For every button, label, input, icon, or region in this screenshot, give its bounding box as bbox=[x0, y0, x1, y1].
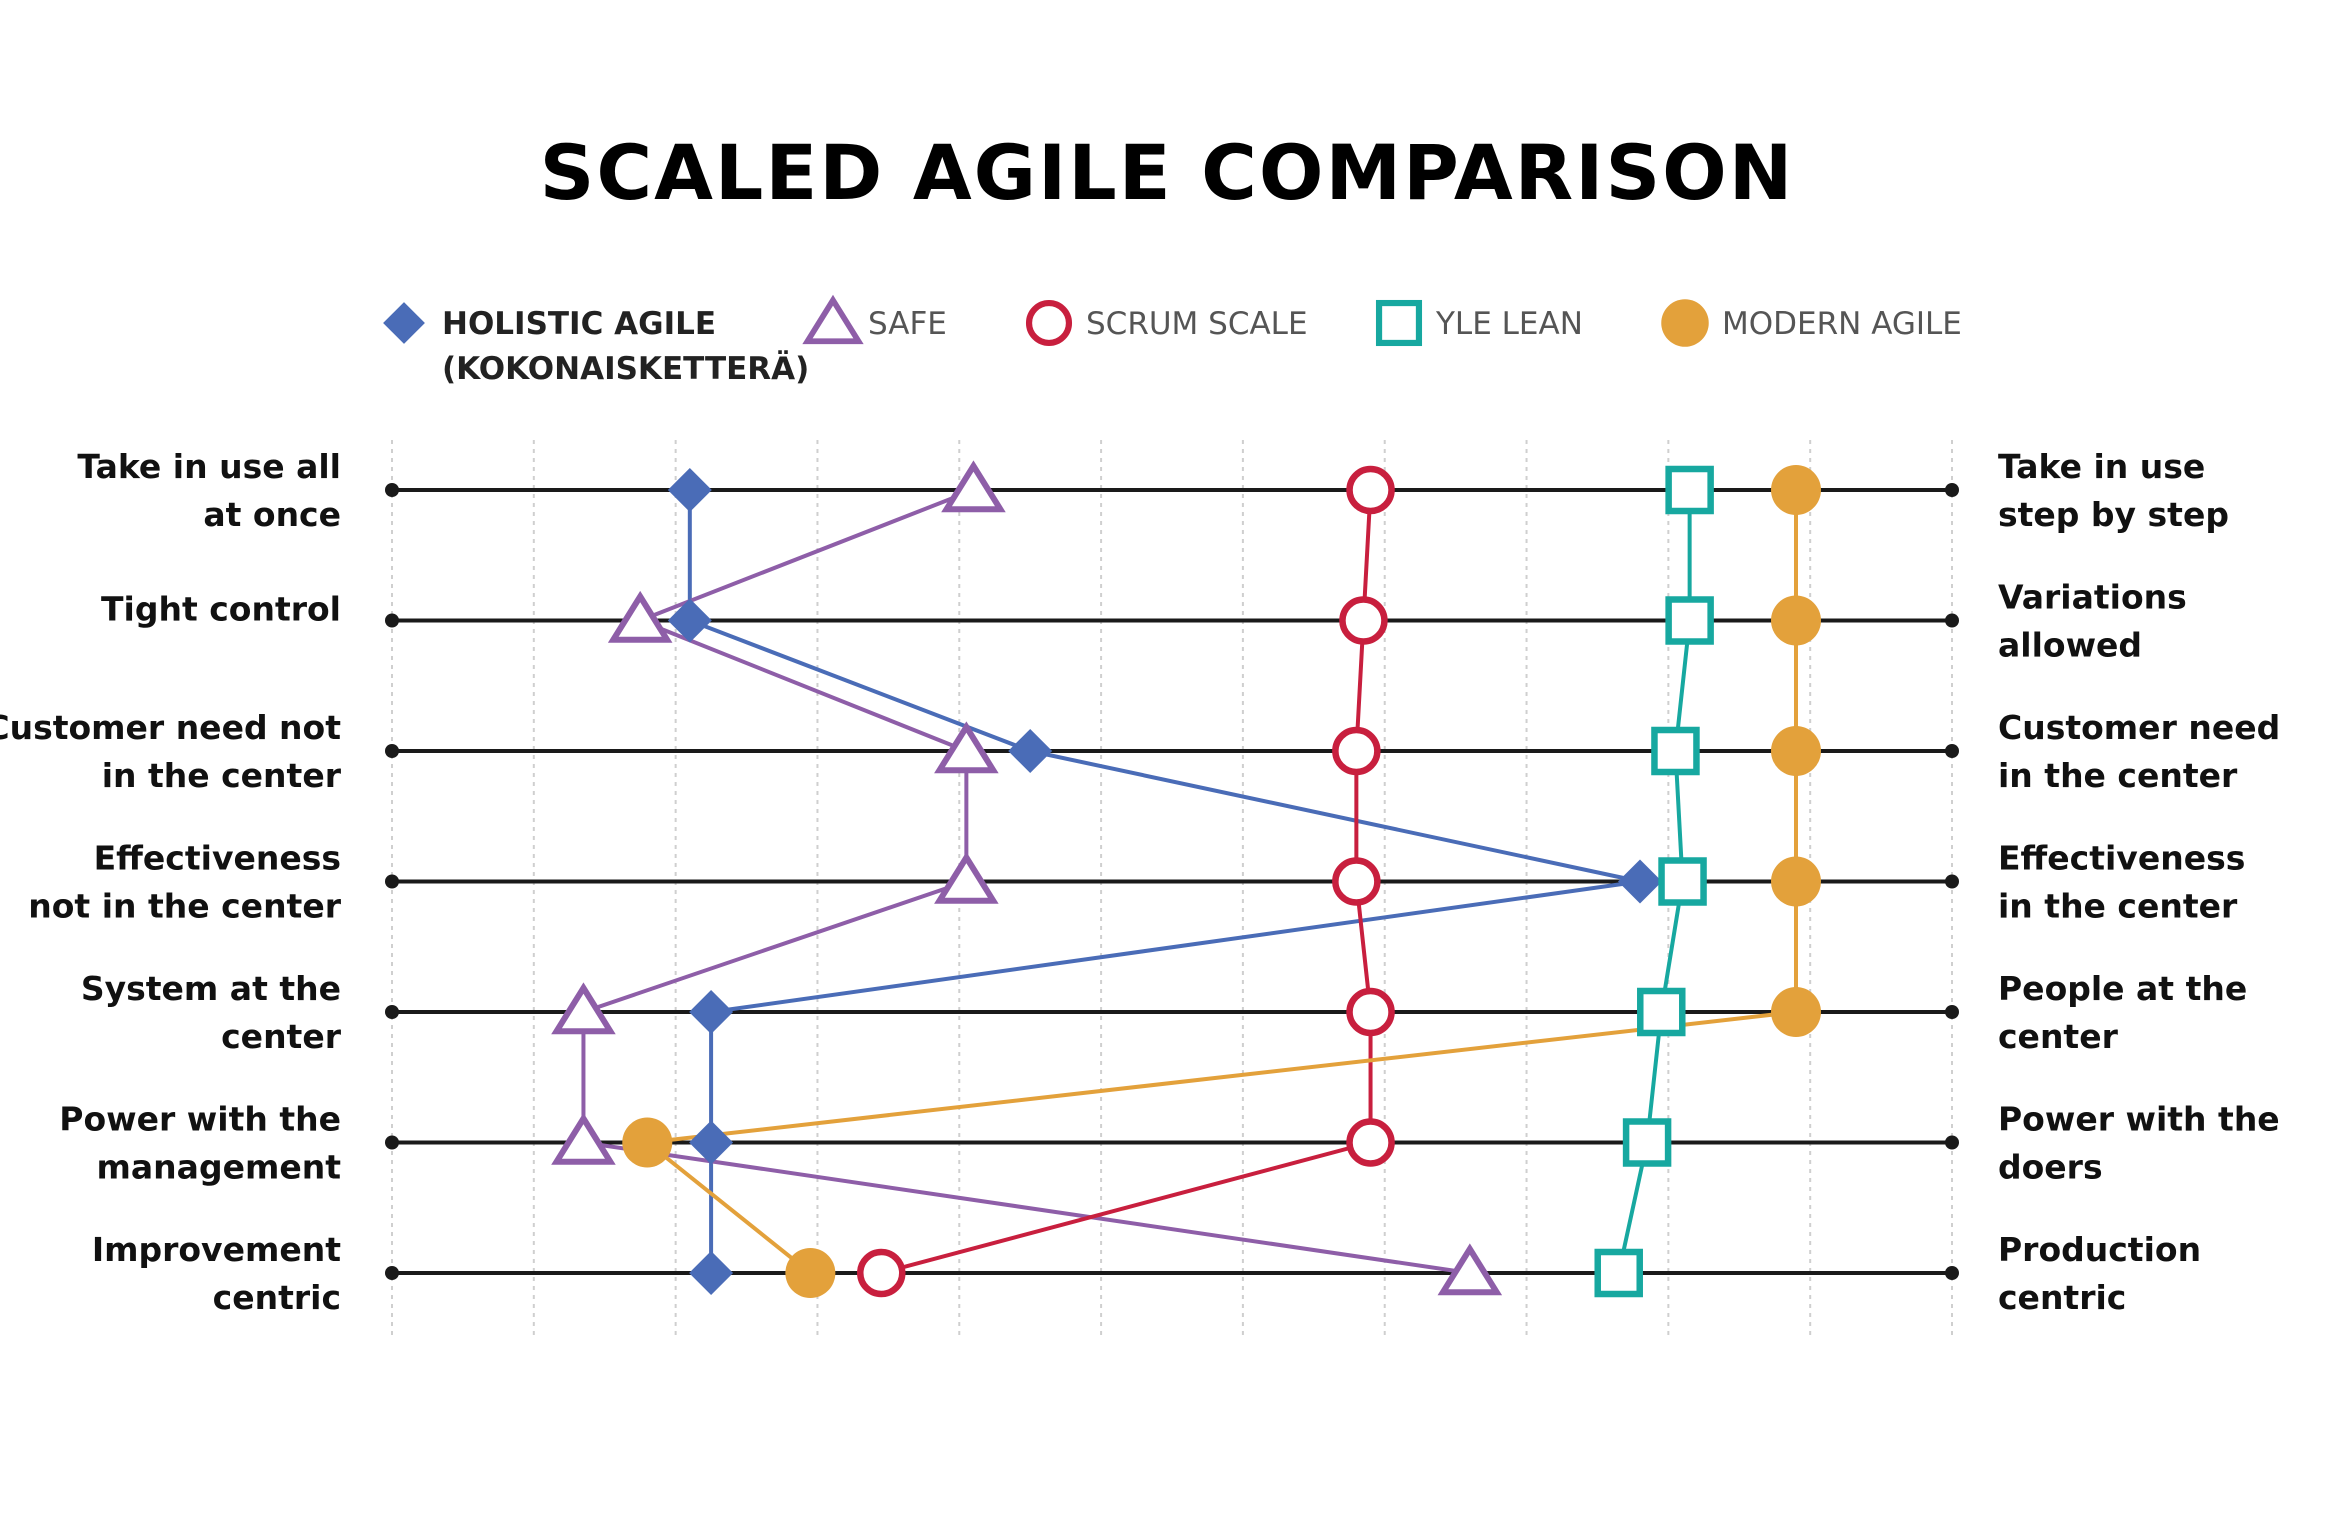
marker-holistic bbox=[689, 990, 734, 1034]
row-axis-end-dot bbox=[385, 613, 399, 628]
marker-modern bbox=[1771, 595, 1821, 646]
legend-marker-holistic bbox=[383, 302, 425, 344]
marker-yle bbox=[1658, 857, 1707, 906]
marker-holistic bbox=[667, 468, 712, 512]
row-axis-end-dot bbox=[385, 744, 399, 758]
marker-scrum bbox=[1332, 857, 1381, 906]
marker-scrum bbox=[1339, 596, 1388, 645]
marker-yle bbox=[1594, 1248, 1643, 1298]
marker-modern bbox=[1771, 856, 1821, 907]
marker-safe bbox=[934, 721, 999, 774]
legend-marker-modern bbox=[1661, 299, 1709, 347]
chart-title: SCALED AGILE COMPARISON bbox=[539, 128, 1795, 217]
row-label-right: Effectiveness bbox=[1998, 839, 2245, 878]
row-axis-end-dot bbox=[1945, 1266, 1959, 1280]
grid-lines bbox=[391, 440, 1953, 1338]
row-label-right: doers bbox=[1998, 1148, 2103, 1187]
legend-label-holistic: (KOKONAISKETTERÄ) bbox=[442, 351, 809, 387]
row-axis-end-dot bbox=[385, 483, 399, 497]
row-label-left: center bbox=[221, 1017, 342, 1056]
marker-modern bbox=[785, 1248, 836, 1298]
legend: HOLISTIC AGILE (KOKONAISKETTERÄ) SAFE SCRUM… bbox=[383, 294, 1962, 387]
row-label-right: allowed bbox=[1998, 626, 2142, 665]
row-label-left: management bbox=[97, 1148, 342, 1187]
legend-label-scrum: SCRUM SCALE bbox=[1086, 306, 1308, 342]
row-label-left: at once bbox=[203, 495, 341, 534]
marker-holistic bbox=[689, 1251, 734, 1295]
legend-label-safe: SAFE bbox=[868, 306, 947, 342]
row-label-left: centric bbox=[213, 1278, 341, 1317]
row-label-right: Production bbox=[1998, 1230, 2201, 1269]
marker-safe bbox=[551, 1112, 616, 1165]
marker-holistic bbox=[1008, 729, 1053, 773]
row-label-right: step by step bbox=[1998, 495, 2229, 534]
legend-label-yle: YLE LEAN bbox=[1435, 306, 1583, 342]
row-label-left: System at the bbox=[81, 969, 341, 1008]
row-axis-end-dot bbox=[1945, 1135, 1959, 1150]
row-label-left: Effectiveness bbox=[94, 839, 341, 878]
legend-marker-safe bbox=[802, 294, 864, 345]
row-label-right: centric bbox=[1998, 1278, 2126, 1317]
row-axis-end-dot bbox=[385, 874, 399, 889]
row-label-left: Tight control bbox=[101, 590, 341, 629]
marker-yle bbox=[1622, 1118, 1672, 1167]
row-label-left: not in the center bbox=[28, 887, 341, 926]
marker-yle bbox=[1665, 596, 1714, 645]
row-label-right: Variations bbox=[1998, 578, 2187, 617]
marker-safe bbox=[607, 590, 673, 643]
marker-modern bbox=[1771, 465, 1821, 515]
row-axis-end-dot bbox=[1945, 1005, 1959, 1019]
row-label-left: Improvement bbox=[92, 1230, 341, 1269]
row-axes bbox=[385, 483, 1959, 1280]
legend-label-modern: MODERN AGILE bbox=[1722, 306, 1962, 342]
marker-yle bbox=[1665, 465, 1714, 515]
row-axis-end-dot bbox=[1945, 744, 1959, 758]
row-label-right: center bbox=[1998, 1017, 2119, 1056]
legend-marker-scrum bbox=[1025, 299, 1073, 347]
series-markers bbox=[551, 460, 1821, 1298]
row-label-right: People at the bbox=[1998, 969, 2247, 1008]
row-label-left: Take in use all bbox=[77, 447, 341, 486]
row-axis-end-dot bbox=[385, 1266, 399, 1280]
marker-yle bbox=[1651, 726, 1700, 776]
row-label-right: Take in use bbox=[1998, 447, 2205, 486]
row-axis-end-dot bbox=[385, 1135, 399, 1150]
marker-modern bbox=[622, 1117, 673, 1168]
row-label-right: Power with the bbox=[1998, 1100, 2280, 1139]
marker-holistic bbox=[667, 598, 712, 643]
marker-yle bbox=[1637, 987, 1686, 1037]
row-label-right: in the center bbox=[1998, 887, 2238, 926]
row-label-left: Power with the bbox=[59, 1100, 341, 1139]
row-label-right: Customer need bbox=[1998, 708, 2280, 747]
row-axis-end-dot bbox=[1945, 483, 1959, 497]
marker-holistic bbox=[689, 1120, 734, 1165]
row-label-right: in the center bbox=[1998, 756, 2238, 795]
row-label-left: in the center bbox=[102, 756, 342, 795]
row-axis-end-dot bbox=[385, 1005, 399, 1019]
marker-holistic bbox=[1618, 859, 1662, 904]
marker-safe bbox=[941, 460, 1006, 513]
marker-scrum bbox=[1346, 987, 1395, 1037]
marker-safe bbox=[551, 982, 616, 1035]
marker-safe bbox=[934, 851, 999, 904]
marker-modern bbox=[1771, 987, 1821, 1037]
row-label-left: Customer need not bbox=[0, 708, 341, 747]
marker-scrum bbox=[1332, 726, 1381, 776]
legend-label-holistic: HOLISTIC AGILE bbox=[442, 306, 716, 342]
legend-marker-yle bbox=[1375, 299, 1423, 347]
row-axis-end-dot bbox=[1945, 613, 1959, 628]
marker-scrum bbox=[857, 1248, 906, 1298]
row-axis-end-dot bbox=[1945, 874, 1959, 889]
marker-scrum bbox=[1346, 1118, 1395, 1167]
marker-safe bbox=[1437, 1243, 1503, 1296]
row-labels: Take in use all at once Take in use step by… bbox=[0, 447, 2280, 1317]
marker-scrum bbox=[1346, 465, 1395, 515]
marker-modern bbox=[1771, 726, 1821, 776]
